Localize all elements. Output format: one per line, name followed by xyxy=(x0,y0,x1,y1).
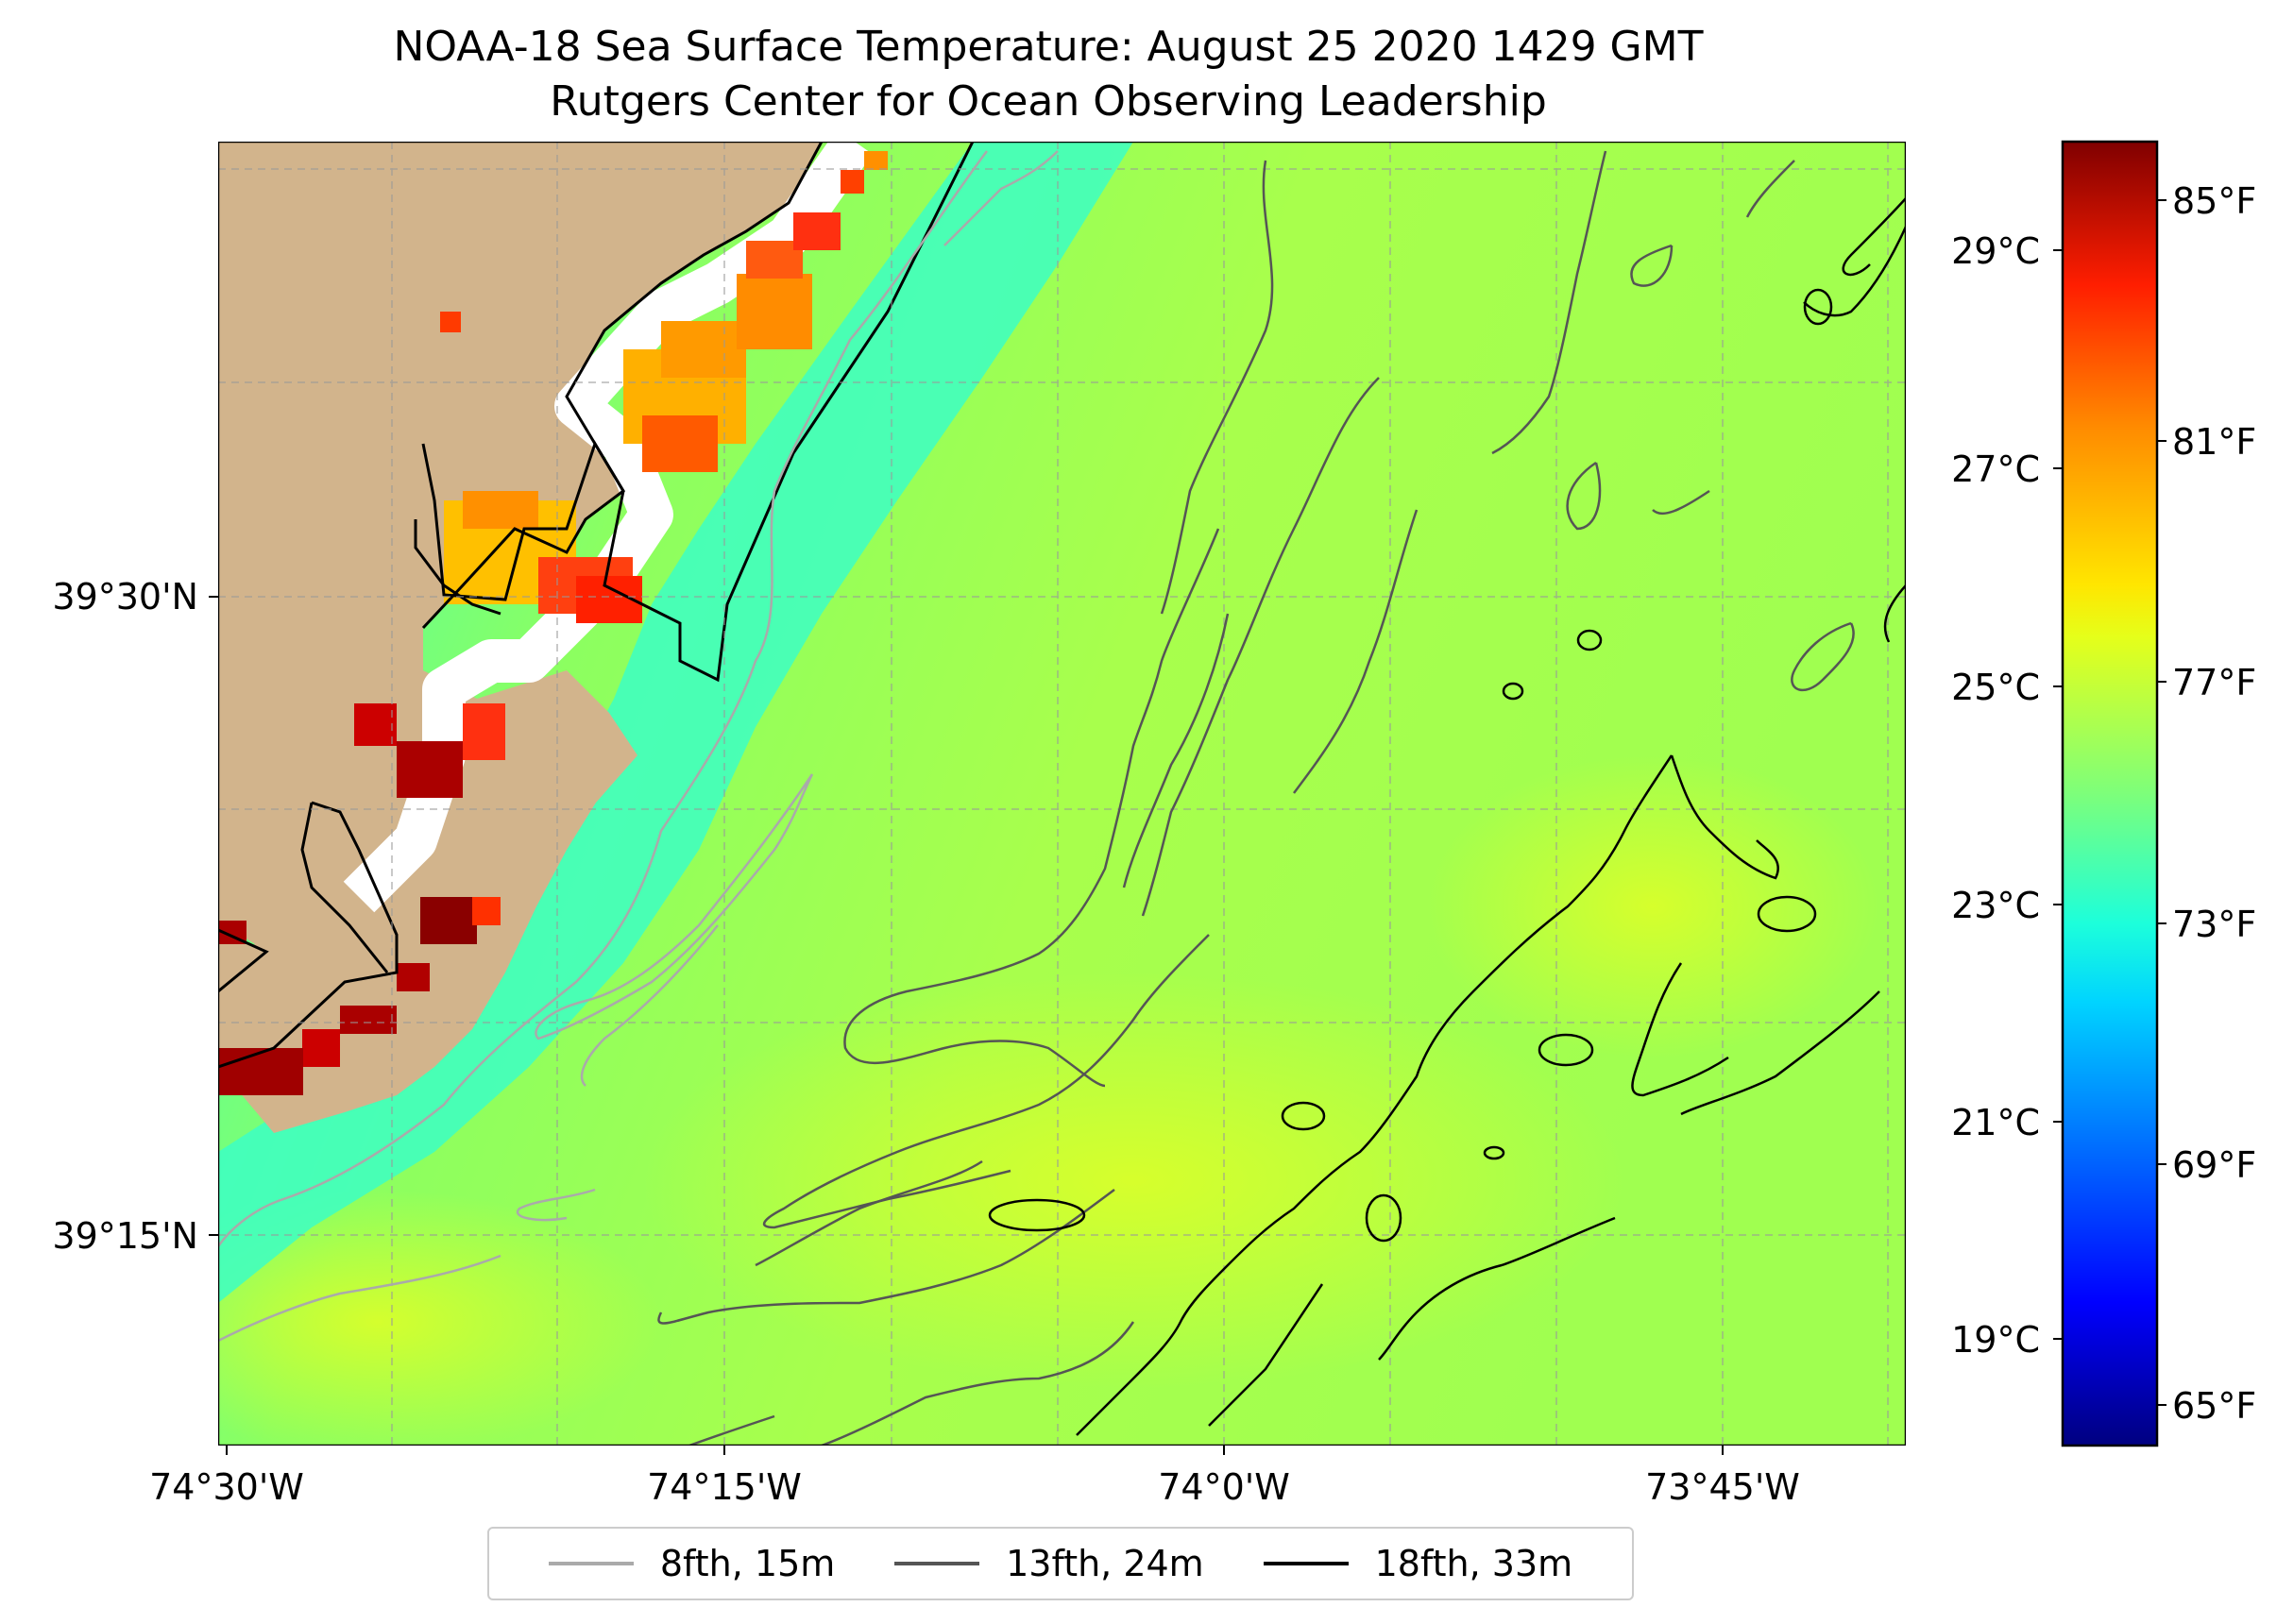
colorbar-c-label: 21°C xyxy=(1951,1102,2040,1143)
warm-pixels xyxy=(218,151,888,1095)
title-line-1: NOAA-18 Sea Surface Temperature: August … xyxy=(394,23,1704,71)
y-tick-label: 39°30'N xyxy=(52,576,198,617)
map-panel xyxy=(218,142,1906,1446)
colorbar-gradient xyxy=(2061,140,2159,1447)
colorbar-f-label: 65°F xyxy=(2172,1385,2256,1427)
colorbar-f-label: 77°F xyxy=(2172,662,2256,703)
land-point xyxy=(218,930,266,991)
map-x-ticks: 74°30'W 74°15'W 74°0'W 73°45'W xyxy=(149,1446,1800,1508)
colorbar: 29°C 27°C 25°C 23°C 21°C 19°C 85°F 81°F … xyxy=(1951,140,2256,1447)
legend-item-13fth: 13fth, 24m xyxy=(894,1543,1204,1584)
x-tick-label: 73°45'W xyxy=(1645,1466,1800,1508)
colorbar-celsius-ticks: 29°C 27°C 25°C 23°C 21°C 19°C xyxy=(1951,230,2063,1361)
warm-pocket-south xyxy=(642,973,1624,1388)
x-tick-label: 74°30'W xyxy=(149,1466,304,1508)
x-tick-label: 74°0'W xyxy=(1158,1466,1290,1508)
warm-pocket-east xyxy=(1426,755,1879,1057)
legend-item-8fth: 8fth, 15m xyxy=(548,1543,836,1584)
warm-pocket-southwest xyxy=(218,1190,661,1446)
colorbar-c-label: 29°C xyxy=(1951,230,2040,272)
coastline xyxy=(218,142,975,1069)
legend-label: 18fth, 33m xyxy=(1374,1543,1573,1584)
legend-line-icon xyxy=(1263,1562,1349,1565)
colorbar-f-label: 69°F xyxy=(2172,1144,2256,1186)
colorbar-c-label: 25°C xyxy=(1951,667,2040,708)
colorbar-f-label: 81°F xyxy=(2172,421,2256,463)
legend-label: 13fth, 24m xyxy=(1006,1543,1204,1584)
legend-line-icon xyxy=(894,1562,980,1565)
colorbar-c-label: 23°C xyxy=(1951,885,2040,926)
x-tick-label: 74°15'W xyxy=(647,1466,802,1508)
colorbar-fahrenheit-ticks: 85°F 81°F 77°F 73°F 69°F 65°F xyxy=(2157,180,2256,1427)
map-y-ticks: 39°30'N 39°15'N xyxy=(52,576,218,1257)
colorbar-f-label: 73°F xyxy=(2172,904,2256,945)
isobath-18fth xyxy=(988,197,1906,1436)
title-line-2: Rutgers Center for Ocean Observing Leade… xyxy=(550,77,1547,126)
isobath-13fth xyxy=(657,150,1855,1446)
isobath-8fth xyxy=(218,150,1059,1343)
legend-line-icon xyxy=(548,1562,634,1565)
colorbar-c-label: 19°C xyxy=(1951,1319,2040,1361)
isobath-legend: 8fth, 15m 13fth, 24m 18fth, 33m xyxy=(487,1527,1634,1600)
colorbar-f-label: 85°F xyxy=(2172,180,2256,222)
coast-white-mask xyxy=(343,142,873,913)
legend-label: 8fth, 15m xyxy=(659,1543,836,1584)
colorbar-c-label: 27°C xyxy=(1951,448,2040,490)
map-gridlines xyxy=(218,142,1906,1446)
legend-item-18fth: 18fth, 33m xyxy=(1263,1543,1573,1584)
y-tick-label: 39°15'N xyxy=(52,1215,198,1257)
